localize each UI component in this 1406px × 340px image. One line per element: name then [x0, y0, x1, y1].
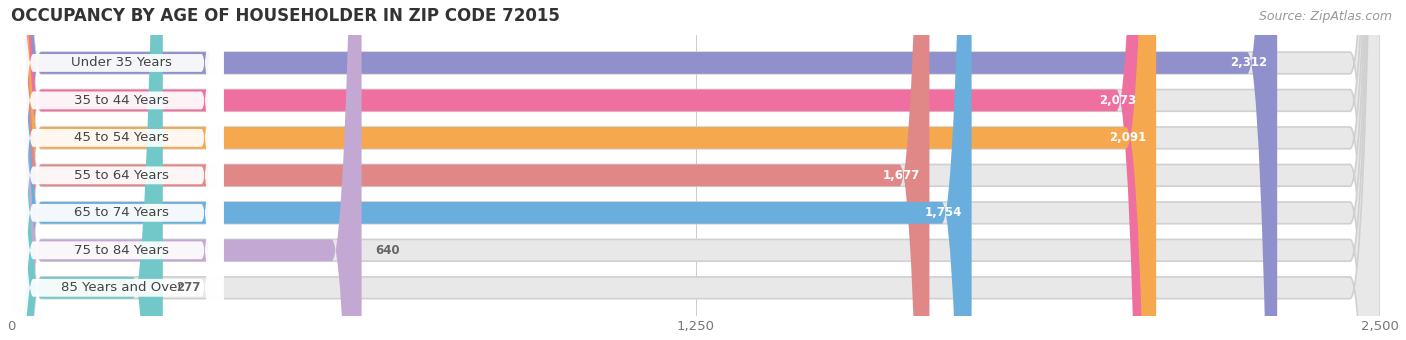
- FancyBboxPatch shape: [11, 0, 224, 340]
- Text: 1,754: 1,754: [924, 206, 962, 219]
- FancyBboxPatch shape: [11, 0, 1381, 340]
- Text: 75 to 84 Years: 75 to 84 Years: [75, 244, 169, 257]
- FancyBboxPatch shape: [11, 0, 929, 340]
- FancyBboxPatch shape: [11, 0, 224, 340]
- Text: 1,677: 1,677: [883, 169, 920, 182]
- FancyBboxPatch shape: [11, 0, 224, 340]
- FancyBboxPatch shape: [11, 0, 1381, 340]
- Text: 2,312: 2,312: [1230, 56, 1267, 69]
- FancyBboxPatch shape: [11, 0, 1381, 340]
- Text: Source: ZipAtlas.com: Source: ZipAtlas.com: [1258, 10, 1392, 23]
- Text: 2,073: 2,073: [1099, 94, 1136, 107]
- Text: OCCUPANCY BY AGE OF HOUSEHOLDER IN ZIP CODE 72015: OCCUPANCY BY AGE OF HOUSEHOLDER IN ZIP C…: [11, 7, 560, 25]
- FancyBboxPatch shape: [11, 0, 361, 340]
- FancyBboxPatch shape: [11, 0, 224, 340]
- FancyBboxPatch shape: [11, 0, 224, 340]
- Text: 85 Years and Over: 85 Years and Over: [60, 281, 183, 294]
- Text: 35 to 44 Years: 35 to 44 Years: [75, 94, 169, 107]
- FancyBboxPatch shape: [11, 0, 1146, 340]
- FancyBboxPatch shape: [11, 0, 1381, 340]
- Text: 55 to 64 Years: 55 to 64 Years: [75, 169, 169, 182]
- Text: 640: 640: [375, 244, 399, 257]
- Text: Under 35 Years: Under 35 Years: [72, 56, 172, 69]
- FancyBboxPatch shape: [11, 0, 224, 340]
- FancyBboxPatch shape: [11, 0, 1381, 340]
- FancyBboxPatch shape: [11, 0, 972, 340]
- FancyBboxPatch shape: [11, 0, 1381, 340]
- FancyBboxPatch shape: [11, 0, 1156, 340]
- FancyBboxPatch shape: [11, 0, 224, 340]
- Text: 65 to 74 Years: 65 to 74 Years: [75, 206, 169, 219]
- Text: 277: 277: [177, 281, 201, 294]
- FancyBboxPatch shape: [11, 0, 1277, 340]
- FancyBboxPatch shape: [11, 0, 1381, 340]
- Text: 45 to 54 Years: 45 to 54 Years: [75, 131, 169, 144]
- Text: 2,091: 2,091: [1109, 131, 1146, 144]
- FancyBboxPatch shape: [11, 0, 163, 340]
